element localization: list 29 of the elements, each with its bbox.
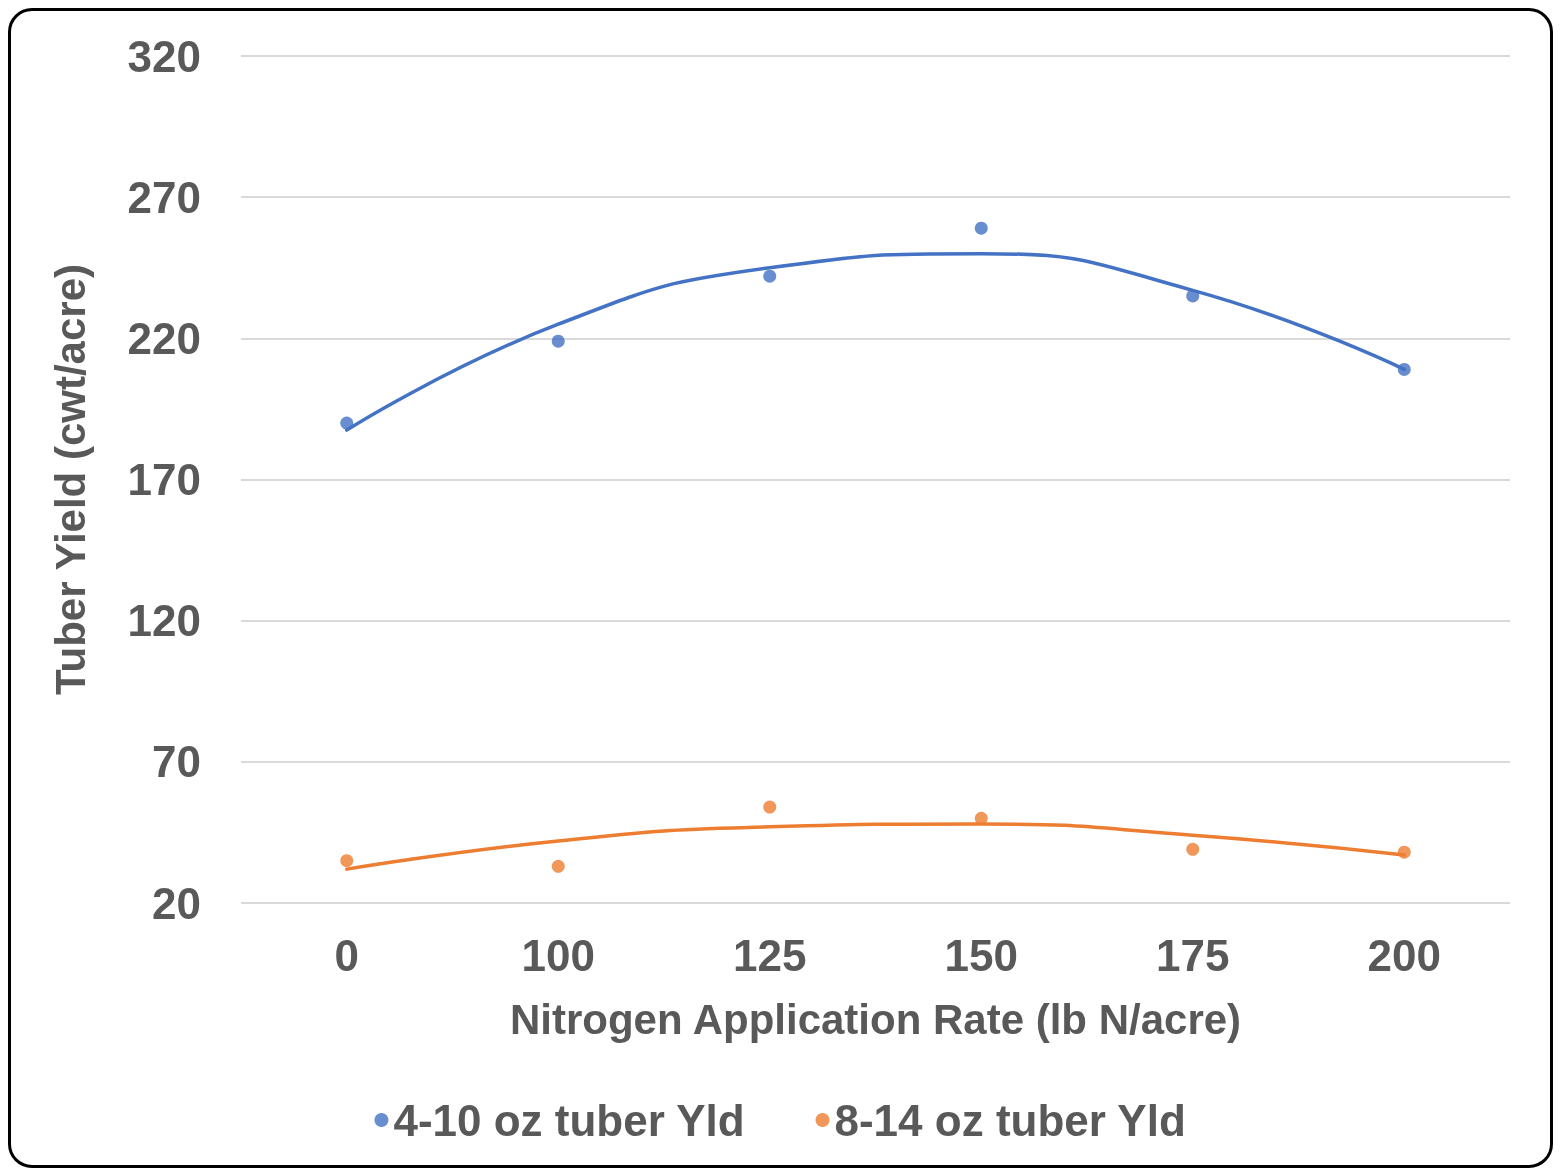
point [551,334,565,348]
y-tick-label: 320 [127,31,201,81]
point [763,269,777,283]
point [974,811,988,825]
x-tick-label: 0 [334,930,359,980]
y-tick-label: 70 [152,737,201,787]
x-axis-title: Nitrogen Application Rate (lb N/acre) [509,995,1242,1043]
point [1186,289,1200,303]
x-tick-label: 200 [1367,930,1441,980]
x-tick-label: 125 [733,930,807,980]
point [763,800,777,814]
x-tick-label: 175 [1156,930,1230,980]
legend-label: 4-10 oz tuber Yld [393,1095,745,1145]
point [340,416,354,430]
y-tick-label: 170 [127,455,201,504]
y-axis-title: Tuber Yield (cwt/acre) [46,263,94,696]
x-tick-label: 100 [521,930,595,980]
point [1397,362,1411,376]
y-tick-label: 220 [127,313,201,363]
point [1186,842,1200,856]
y-tick-label: 120 [127,596,201,646]
y-tick-label: 270 [127,172,201,222]
point [974,221,988,235]
x-tick-label: 150 [944,930,1018,980]
point [340,854,354,868]
point [1397,845,1411,859]
legend-label: 8-14 oz tuber Yld [834,1095,1186,1145]
y-tick-label: 20 [152,878,201,928]
point [551,859,565,873]
